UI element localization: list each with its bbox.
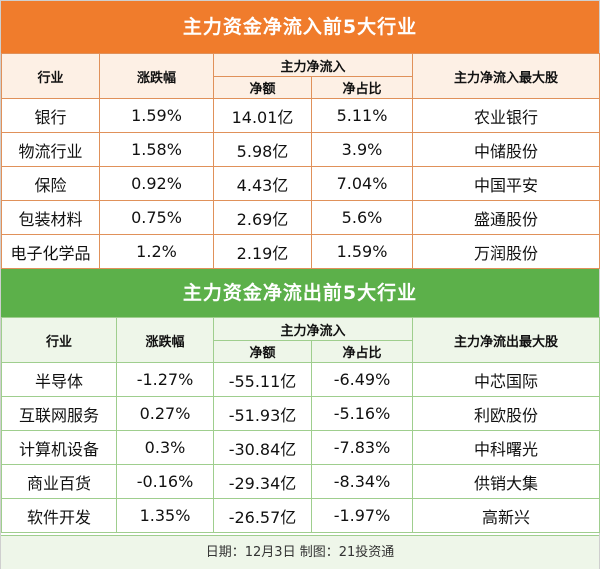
top-stock-cell: 盛通股份 <box>412 200 600 235</box>
change-cell: 1.35% <box>116 498 214 533</box>
outflow-table: 行业 涨跌幅 主力净流入 主力净流出最大股 净额 净占比 半导体 -1.27% … <box>1 317 600 533</box>
ratio-cell: 5.11% <box>310 98 414 133</box>
industry-cell: 电子化学品 <box>1 234 100 269</box>
outflow-subheader-row: 净额 净占比 <box>2 340 600 363</box>
amount-cell: 2.69亿 <box>213 200 312 235</box>
change-cell: 0.3% <box>116 430 214 465</box>
inflow-title: 主力资金净流入前5大行业 <box>1 1 599 53</box>
top-stock-cell: 万润股份 <box>412 234 600 269</box>
ratio-cell: 7.04% <box>310 166 414 201</box>
amount-cell: 5.98亿 <box>213 132 312 167</box>
change-cell: 0.92% <box>99 166 214 201</box>
change-cell: 1.58% <box>99 132 214 167</box>
amount-cell: -51.93亿 <box>213 396 312 431</box>
top-stock-cell: 中储股份 <box>412 132 600 167</box>
table-row: 保险 0.92% 4.43亿 7.04% 中国平安 <box>1 166 600 201</box>
amount-cell: -30.84亿 <box>213 430 312 465</box>
industry-cell: 软件开发 <box>1 498 117 533</box>
ratio-cell: 5.6% <box>310 200 414 235</box>
inflow-header-industry: 行业 <box>1 53 100 99</box>
industry-cell: 保险 <box>1 166 100 201</box>
top-stock-cell: 农业银行 <box>412 98 600 133</box>
ratio-cell: -8.34% <box>310 464 414 499</box>
ratio-cell: 3.9% <box>310 132 414 167</box>
inflow-header-net-amount: 净额 <box>213 76 312 99</box>
top-stock-cell: 中国平安 <box>412 166 600 201</box>
amount-cell: 2.19亿 <box>213 234 312 269</box>
ratio-cell: -1.97% <box>310 498 414 533</box>
outflow-title: 主力资金净流出前5大行业 <box>1 269 599 317</box>
table-row: 软件开发 1.35% -26.57亿 -1.97% 高新兴 <box>1 498 600 533</box>
table-row: 计算机设备 0.3% -30.84亿 -7.83% 中科曙光 <box>1 430 600 465</box>
ratio-cell: -6.49% <box>310 362 414 397</box>
amount-cell: 4.43亿 <box>213 166 312 201</box>
outflow-header-change: 涨跌幅 <box>116 317 214 363</box>
outflow-header-row: 行业 涨跌幅 主力净流入 主力净流出最大股 <box>1 317 600 363</box>
change-cell: -1.27% <box>116 362 214 397</box>
industry-cell: 商业百货 <box>1 464 117 499</box>
top-stock-cell: 中芯国际 <box>412 362 600 397</box>
amount-cell: -29.34亿 <box>213 464 312 499</box>
inflow-header-net-ratio: 净占比 <box>310 76 414 99</box>
table-row: 物流行业 1.58% 5.98亿 3.9% 中储股份 <box>1 132 600 167</box>
industry-cell: 互联网服务 <box>1 396 117 431</box>
amount-cell: -55.11亿 <box>213 362 312 397</box>
change-cell: 0.75% <box>99 200 214 235</box>
top-stock-cell: 中科曙光 <box>412 430 600 465</box>
top-stock-cell: 高新兴 <box>412 498 600 533</box>
industry-cell: 物流行业 <box>1 132 100 167</box>
change-cell: 1.2% <box>99 234 214 269</box>
top-stock-cell: 利欧股份 <box>412 396 600 431</box>
top-stock-cell: 供销大集 <box>412 464 600 499</box>
table-row: 半导体 -1.27% -55.11亿 -6.49% 中芯国际 <box>1 362 600 397</box>
inflow-header-top-stock: 主力净流入最大股 <box>412 53 600 99</box>
ratio-cell: -5.16% <box>310 396 414 431</box>
outflow-header-top-stock: 主力净流出最大股 <box>412 317 600 363</box>
outflow-header-net-ratio: 净占比 <box>310 340 414 363</box>
ratio-cell: -7.83% <box>310 430 414 465</box>
inflow-subheader-row: 净额 净占比 <box>2 76 600 99</box>
inflow-header-net-flow: 主力净流入 <box>212 53 414 77</box>
outflow-header-net-amount: 净额 <box>213 340 312 363</box>
industry-cell: 银行 <box>1 98 100 133</box>
inflow-header-row: 行业 涨跌幅 主力净流入 主力净流入最大股 <box>1 53 600 99</box>
inflow-header-change: 涨跌幅 <box>99 53 214 99</box>
industry-cell: 包装材料 <box>1 200 100 235</box>
table-row: 电子化学品 1.2% 2.19亿 1.59% 万润股份 <box>1 234 600 269</box>
amount-cell: -26.57亿 <box>213 498 312 533</box>
change-cell: 0.27% <box>116 396 214 431</box>
outflow-header-net-flow: 主力净流入 <box>212 317 414 341</box>
table-row: 互联网服务 0.27% -51.93亿 -5.16% 利欧股份 <box>1 396 600 431</box>
table-row: 商业百货 -0.16% -29.34亿 -8.34% 供销大集 <box>1 464 600 499</box>
outflow-header-industry: 行业 <box>1 317 117 363</box>
table-row: 包装材料 0.75% 2.69亿 5.6% 盛通股份 <box>1 200 600 235</box>
change-cell: -0.16% <box>116 464 214 499</box>
industry-cell: 计算机设备 <box>1 430 117 465</box>
industry-cell: 半导体 <box>1 362 117 397</box>
change-cell: 1.59% <box>99 98 214 133</box>
ratio-cell: 1.59% <box>310 234 414 269</box>
inflow-table: 行业 涨跌幅 主力净流入 主力净流入最大股 净额 净占比 银行 1.59% 14… <box>1 53 600 269</box>
table-row: 银行 1.59% 14.01亿 5.11% 农业银行 <box>1 98 600 133</box>
footer-credit: 日期：12月3日 制图：21投资通 <box>1 535 599 569</box>
amount-cell: 14.01亿 <box>213 98 312 133</box>
